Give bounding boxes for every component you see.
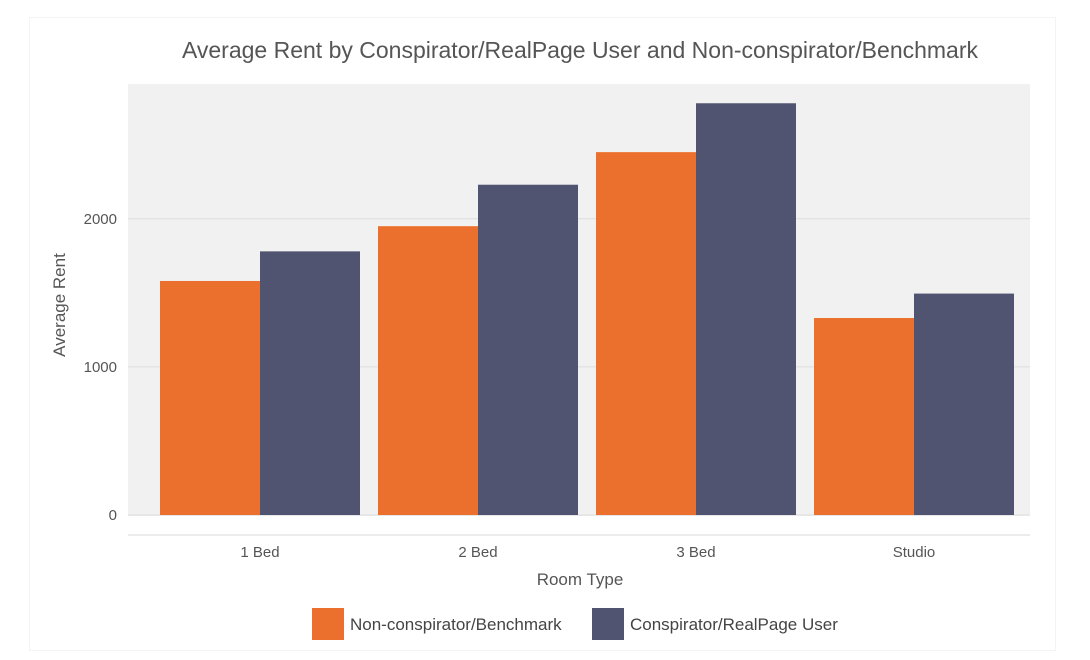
- bar-3-bed-series-2: [696, 103, 796, 515]
- legend-swatch: [592, 608, 624, 640]
- legend-label: Conspirator/RealPage User: [630, 615, 838, 634]
- bar-1-bed-series-2: [260, 251, 360, 515]
- x-tick-labels: 1 Bed 2 Bed 3 Bed Studio: [240, 544, 935, 561]
- y-tick-label: 2000: [84, 211, 117, 228]
- bar-2-bed-series-1: [378, 226, 478, 516]
- y-tick-label: 0: [109, 507, 117, 524]
- x-tick-label: 2 Bed: [458, 544, 497, 561]
- x-tick-label: 3 Bed: [676, 544, 715, 561]
- legend-swatch: [312, 608, 344, 640]
- x-axis-title: Room Type: [537, 570, 624, 589]
- bar-3-bed-series-1: [596, 152, 696, 515]
- y-axis-title: Average Rent: [50, 253, 69, 357]
- bar-2-bed-series-2: [478, 184, 578, 515]
- x-tick-label: Studio: [893, 544, 936, 561]
- bar-studio-series-2: [914, 293, 1014, 515]
- bar-studio-series-1: [814, 318, 914, 515]
- y-tick-label: 1000: [84, 359, 117, 376]
- bars: [160, 103, 1014, 516]
- bar-1-bed-series-1: [160, 280, 260, 515]
- chart-title: Average Rent by Conspirator/RealPage Use…: [182, 37, 979, 63]
- legend-label: Non-conspirator/Benchmark: [350, 615, 562, 634]
- legend: Non-conspirator/Benchmark Conspirator/Rea…: [312, 608, 838, 640]
- x-tick-label: 1 Bed: [240, 544, 279, 561]
- y-tick-labels: 0 1000 2000: [84, 211, 117, 524]
